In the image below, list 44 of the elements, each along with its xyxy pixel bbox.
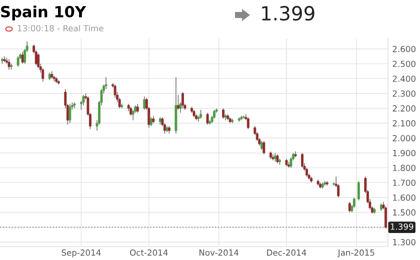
candlestick [143, 96, 146, 110]
y-tick-label: 1.900 [393, 150, 416, 156]
candlestick [82, 94, 85, 106]
x-tick-label: Jan-2015 [337, 249, 374, 258]
x-tick-label: Nov-2014 [200, 249, 238, 256]
candlestick [262, 140, 266, 155]
y-tick-label: 2.400 [392, 76, 416, 82]
candlestick [21, 51, 24, 64]
x-tick-label: Dec-2014 [267, 249, 306, 256]
candlestick [301, 152, 304, 168]
candlestick [222, 108, 225, 120]
candlestick [348, 202, 351, 213]
chart-title: Spain 10Y [1, 6, 86, 20]
chart-subtitle: 13:00:18 - Real Time [18, 24, 104, 32]
candlestick [352, 197, 356, 208]
candlestick [42, 68, 44, 82]
y-tick-label: 2.200 [392, 105, 416, 112]
candlestick [37, 52, 40, 69]
candlestick [68, 103, 72, 124]
text: 1.399 [262, 6, 314, 21]
candlestick [384, 206, 387, 230]
y-tick-label: 2.500 [392, 60, 416, 68]
y-tick-label: 1.700 [393, 180, 416, 186]
x-tick-label: Sep-2014 [62, 249, 101, 258]
y-tick-label: 2.300 [392, 90, 416, 97]
y-tick-label: 2.000 [392, 135, 416, 142]
candlestick [8, 58, 10, 70]
y-tick-label: 1.500 [393, 209, 416, 216]
y-tick-label: 1.800 [393, 164, 416, 172]
candlestick [114, 84, 116, 98]
y-tick-label: 1.600 [393, 194, 416, 201]
candlestick [104, 76, 108, 90]
candlestick [290, 156, 292, 168]
candlestick [206, 112, 209, 126]
candlestick [357, 180, 360, 201]
candlestick [246, 116, 250, 130]
y-tick-label: 1.300 [393, 239, 416, 246]
ref-line-label: 1.399 [390, 223, 414, 230]
y-tick-label: 2.600 [392, 46, 416, 52]
y-tick-label: 2.100 [392, 120, 416, 126]
candlestick [181, 92, 184, 109]
candlestick [16, 56, 20, 68]
x-tick-label: Oct-2014 [130, 249, 168, 256]
candlestick [132, 109, 134, 121]
